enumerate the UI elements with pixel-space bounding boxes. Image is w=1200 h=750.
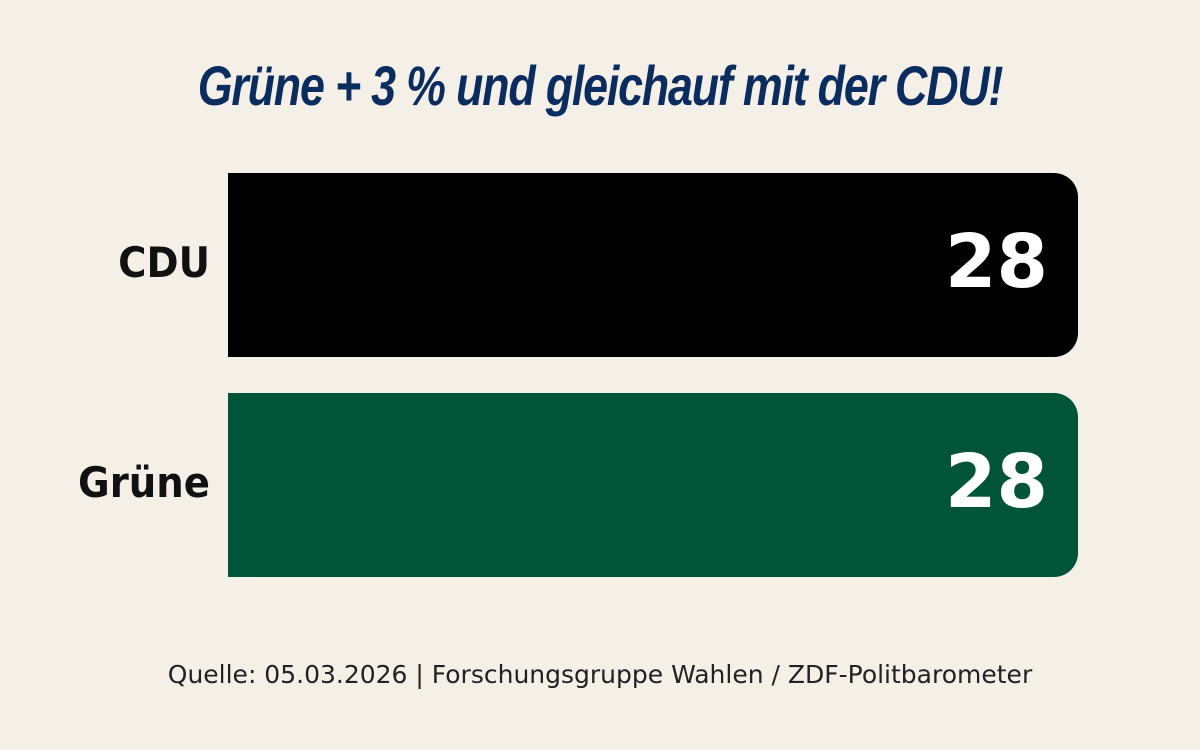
value-label-cdu: 28 <box>945 219 1048 305</box>
category-label-cdu: CDU <box>118 238 210 287</box>
bar-cdu <box>228 173 1078 357</box>
chart-title: Grüne + 3 % und gleichauf mit der CDU! <box>197 54 1004 117</box>
value-label-gr-ne: 28 <box>945 439 1048 525</box>
bar-gr-ne <box>228 393 1078 577</box>
source-note: Quelle: 05.03.2026 | Forschungsgruppe Wa… <box>167 660 1033 689</box>
category-label-gr-ne: Grüne <box>77 458 210 507</box>
